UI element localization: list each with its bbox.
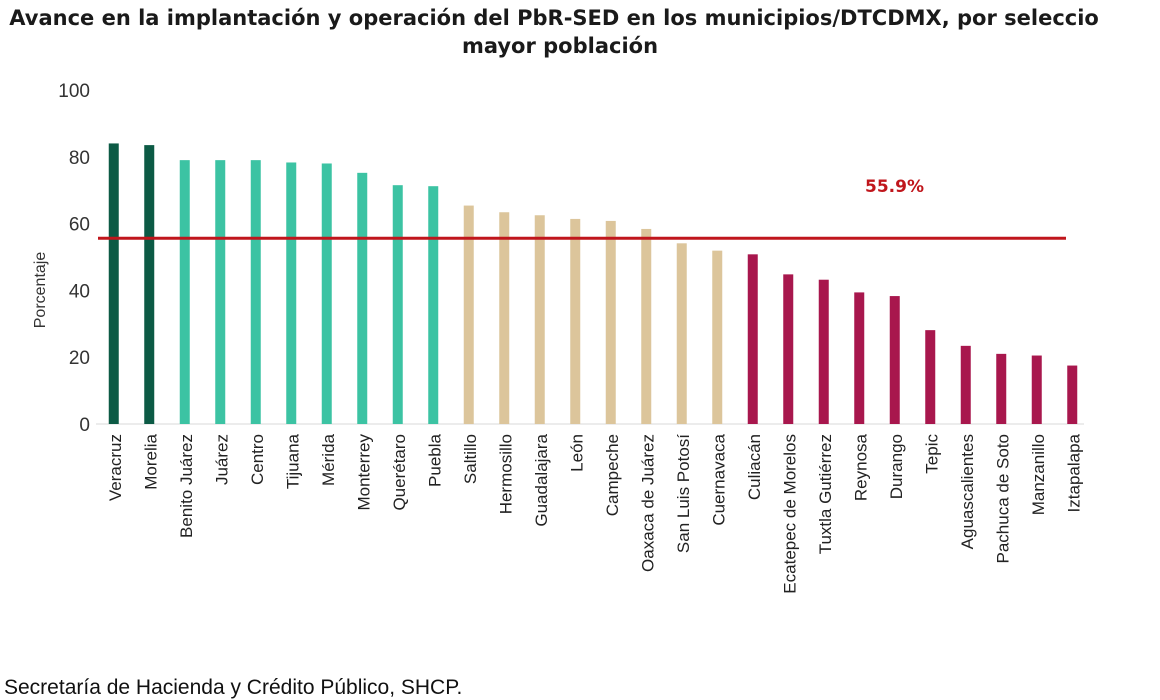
x-tick-label: Reynosa [851, 433, 870, 501]
bar [641, 228, 652, 424]
x-tick-label: Juárez [212, 434, 231, 485]
chart-title: . Avance en la implantación y operación … [0, 4, 1160, 64]
bar [215, 160, 226, 424]
bar [463, 205, 474, 424]
x-tick-label: Tijuana [283, 433, 302, 489]
bar [1031, 355, 1042, 424]
x-tick-label: Benito Juárez [177, 434, 196, 538]
x-tick-label: Ecatepec de Morelos [780, 434, 799, 594]
y-tick-label: 100 [58, 81, 90, 102]
source-note: Secretaría de Hacienda y Crédito Público… [4, 676, 463, 699]
bar [534, 215, 545, 424]
x-tick-label: San Luis Potosí [674, 434, 693, 553]
x-tick-label: Puebla [425, 433, 444, 486]
x-tick-label: Aguascalientes [958, 434, 977, 549]
bar [144, 145, 155, 425]
y-tick-label: 20 [69, 348, 90, 369]
bar [889, 296, 900, 424]
x-tick-label: Durango [887, 434, 906, 499]
y-tick-label: 80 [69, 148, 90, 169]
bar [570, 218, 581, 424]
chart-title-line1: . Avance en la implantación y operación … [0, 6, 1099, 30]
x-tick-label: Mérida [319, 433, 338, 486]
bar [286, 162, 297, 424]
bar [818, 279, 829, 424]
bar [960, 345, 971, 424]
y-tick-label: 40 [69, 281, 90, 302]
y-tick-label: 60 [69, 215, 90, 236]
x-tick-label: Morelia [141, 433, 160, 489]
bar [712, 250, 723, 424]
bar [108, 143, 119, 424]
bar [925, 330, 936, 424]
bar [1067, 365, 1078, 424]
x-tick-label: Monterrey [354, 434, 373, 511]
x-tick-label: Tepic [922, 434, 941, 474]
bar [321, 163, 332, 425]
reference-line-label: 55.9% [865, 177, 924, 197]
bar [605, 220, 616, 424]
y-tick-label: 0 [79, 415, 90, 436]
bar [250, 160, 261, 424]
bar [499, 212, 510, 424]
bar [357, 172, 368, 424]
x-tick-label: Oaxaca de Juárez [638, 434, 657, 572]
x-tick-label: Veracruz [106, 434, 125, 501]
x-tick-label: Hermosillo [496, 434, 515, 514]
y-axis-label: Porcentaje [32, 252, 49, 329]
bar [676, 243, 687, 424]
bar [747, 254, 758, 424]
x-tick-label: Querétaro [390, 434, 409, 511]
x-tick-label: Campeche [603, 434, 622, 516]
x-tick-label: Culiacán [745, 434, 764, 500]
bar [179, 160, 190, 424]
x-tick-label: Iztapalapa [1064, 433, 1083, 512]
x-tick-label: León [567, 434, 586, 472]
chart-title-line2: mayor población [461, 34, 659, 58]
x-tick-label: Cuernavaca [709, 433, 728, 525]
bar [783, 274, 794, 424]
bar [996, 353, 1007, 424]
x-tick-label: Centro [248, 434, 267, 485]
bar [854, 292, 865, 424]
x-tick-label: Saltillo [461, 434, 480, 484]
x-tick-label: Pachuca de Soto [993, 434, 1012, 563]
x-tick-label: Guadalajara [532, 433, 551, 526]
bar [428, 186, 439, 424]
x-tick-label: Tuxtla Gutiérrez [816, 434, 835, 554]
x-tick-label: Manzanillo [1029, 434, 1048, 515]
bar [392, 185, 403, 424]
